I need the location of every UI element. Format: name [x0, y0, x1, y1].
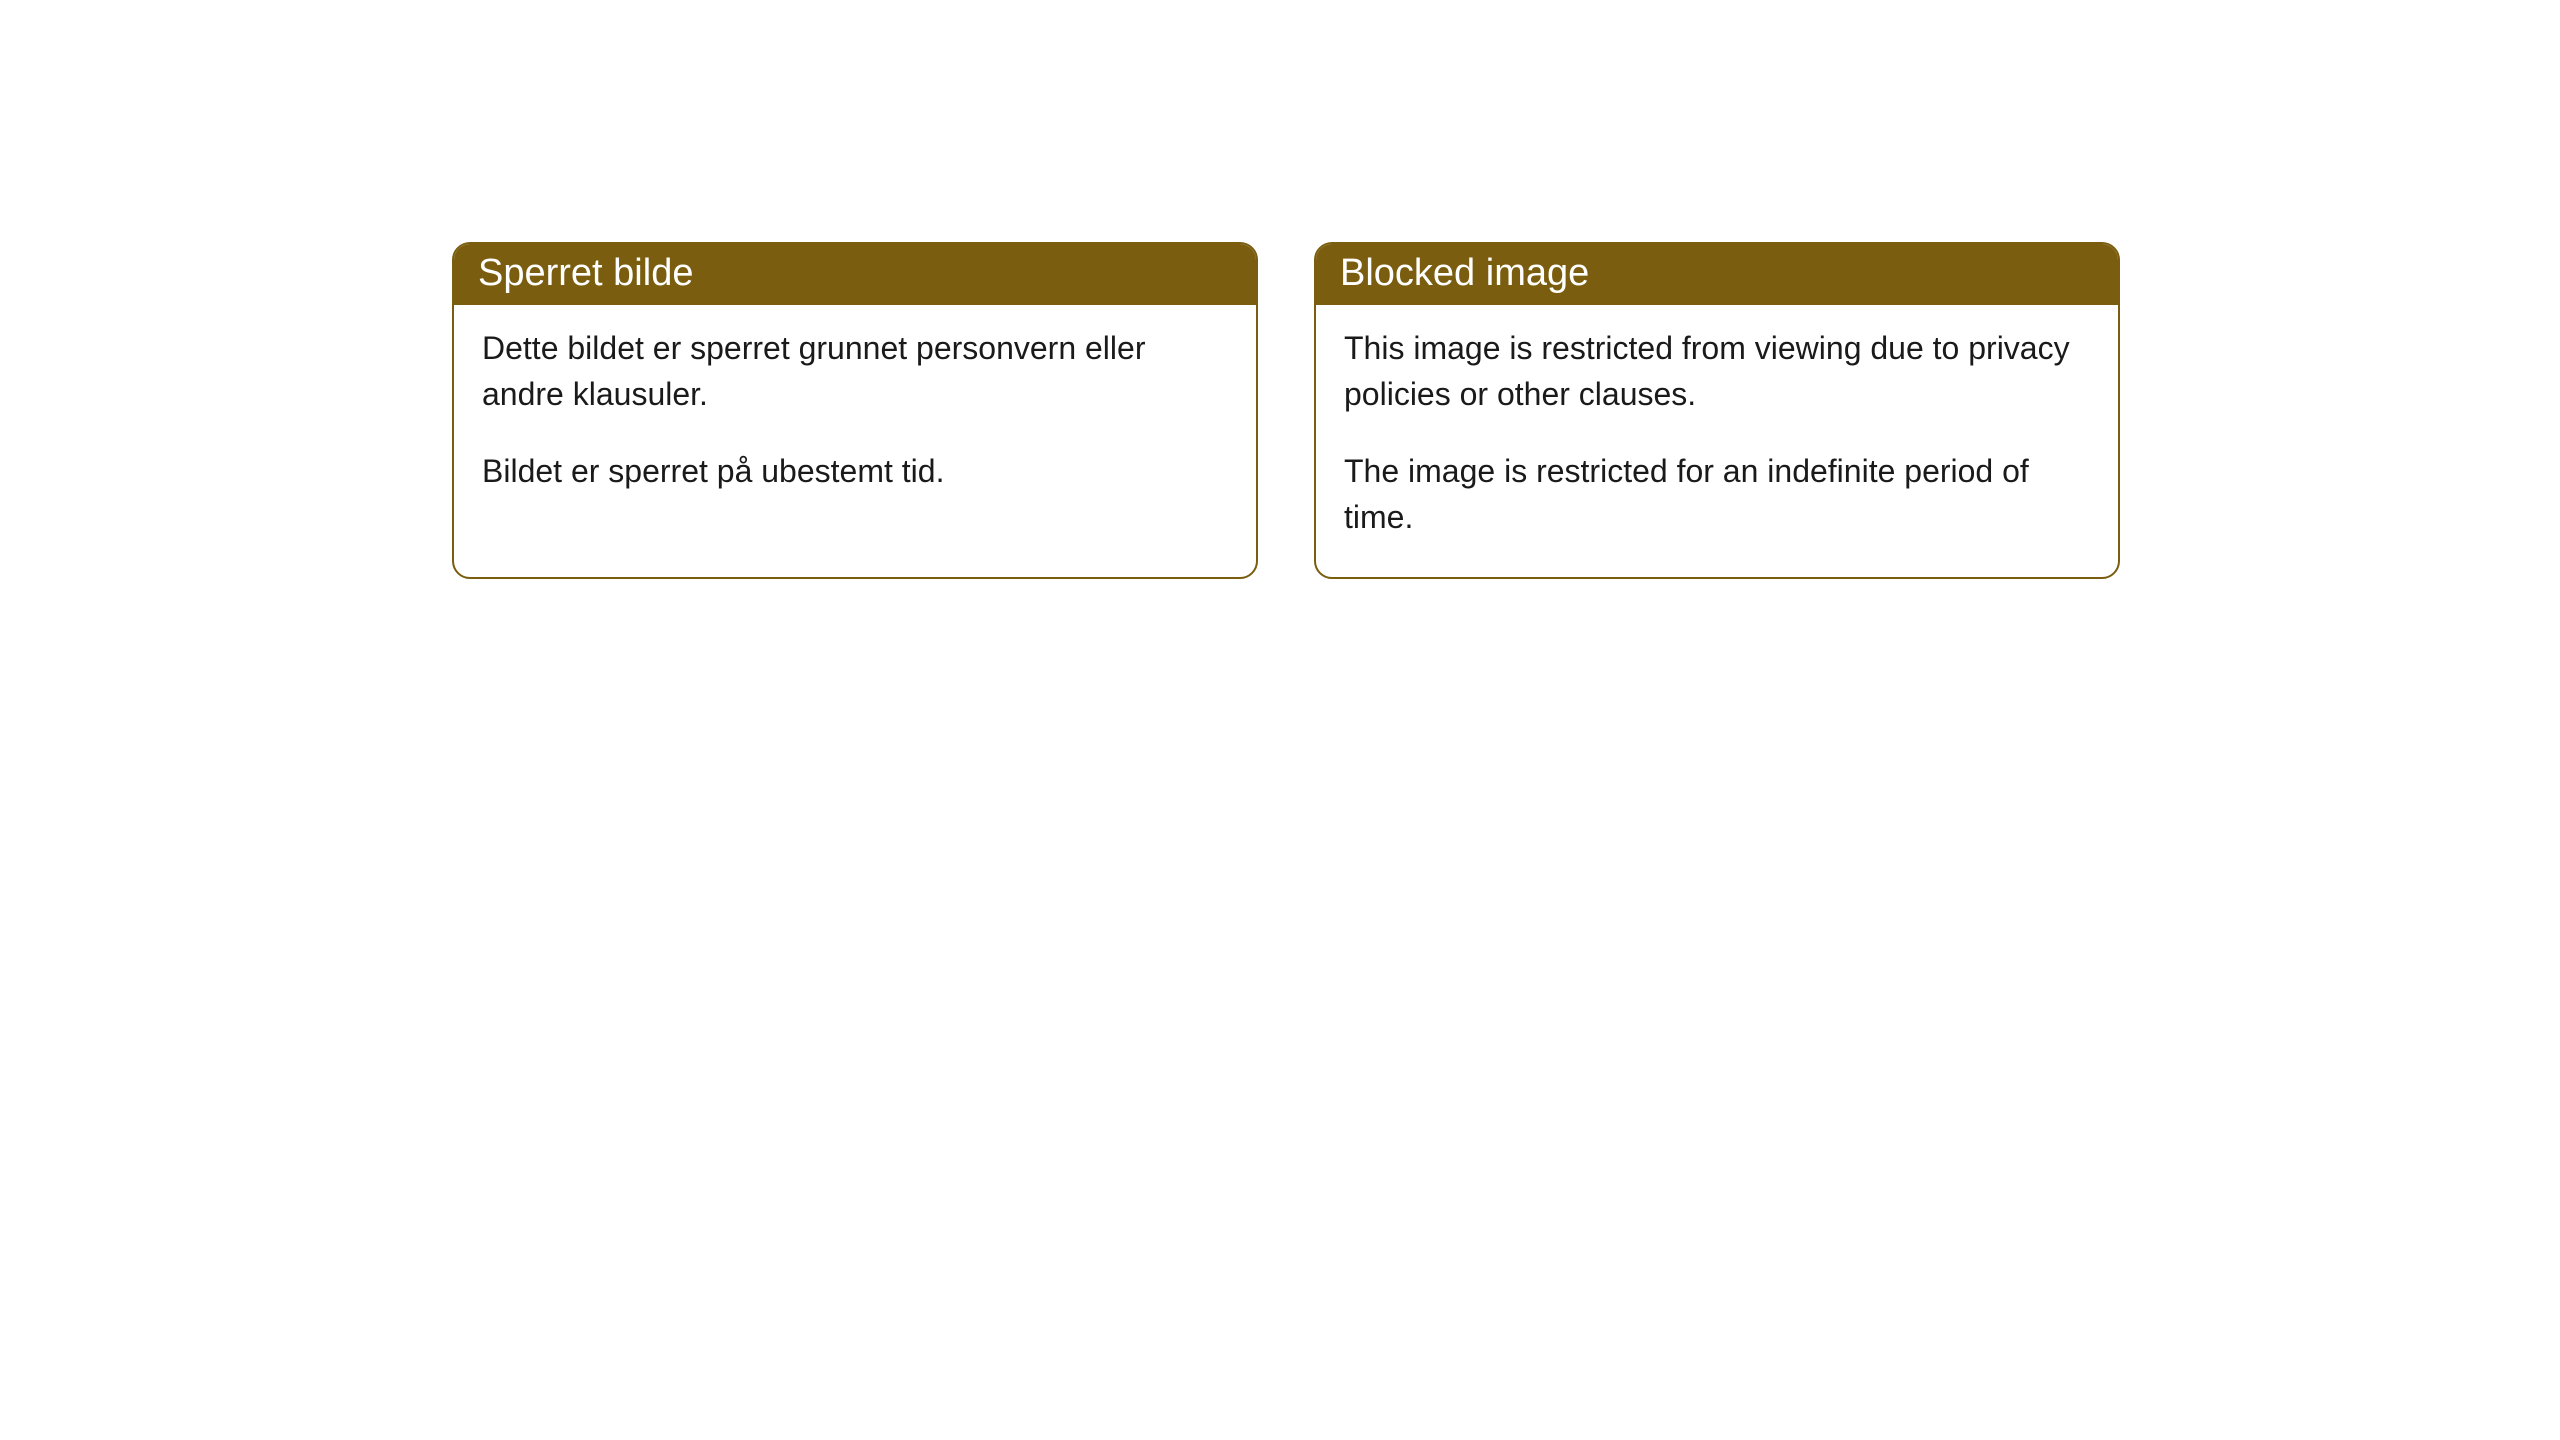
blocked-image-card-norwegian: Sperret bilde Dette bildet er sperret gr…: [452, 242, 1258, 579]
notice-cards-container: Sperret bilde Dette bildet er sperret gr…: [452, 242, 2120, 579]
card-title: Sperret bilde: [454, 244, 1256, 305]
card-title: Blocked image: [1316, 244, 2118, 305]
card-text-line: Bildet er sperret på ubestemt tid.: [482, 448, 1228, 494]
card-text-line: The image is restricted for an indefinit…: [1344, 448, 2090, 541]
card-body: Dette bildet er sperret grunnet personve…: [454, 305, 1256, 530]
blocked-image-card-english: Blocked image This image is restricted f…: [1314, 242, 2120, 579]
card-text-line: This image is restricted from viewing du…: [1344, 325, 2090, 418]
card-body: This image is restricted from viewing du…: [1316, 305, 2118, 577]
card-text-line: Dette bildet er sperret grunnet personve…: [482, 325, 1228, 418]
